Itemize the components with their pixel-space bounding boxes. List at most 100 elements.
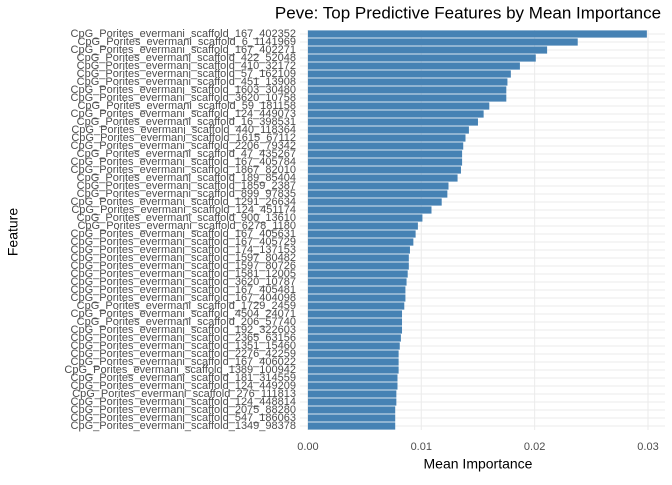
y-tick-label: CpG_Porites_evermani_scaffold_276_111813 <box>72 388 296 400</box>
y-tick-label: CpG_Porites_evermani_scaffold_167_405631 <box>71 228 296 240</box>
bar <box>307 166 461 174</box>
bar <box>307 222 418 230</box>
y-tick-label: CpG_Porites_evermani_scaffold_124_448814 <box>71 396 296 408</box>
y-tick-label: CpG_Porites_evermani_scaffold_1349_98378 <box>71 420 296 432</box>
bar <box>307 294 406 302</box>
y-tick-label: CpG_Porites_evermani_scaffold_547_186063 <box>71 412 296 424</box>
y-tick-label: CpG_Porites_evermani_scaffold_1615_67112 <box>71 132 296 144</box>
bar <box>307 230 416 238</box>
y-tick-label: CpG_Porites_evermani_scaffold_189_85404 <box>77 172 296 184</box>
x-tick-label: 0.03 <box>637 441 658 453</box>
bar <box>307 310 403 318</box>
y-tick-label: CpG_Porites_evermani_scaffold_1867_82010 <box>71 164 296 176</box>
bar <box>307 390 397 398</box>
bar <box>307 158 463 166</box>
bar <box>307 286 406 294</box>
bar <box>307 366 399 374</box>
bar <box>307 38 578 46</box>
y-tick-label: CpG_Porites_evermani_scaffold_47_435267 <box>77 148 296 160</box>
y-tick-label: CpG_Porites_evermani_scaffold_206_57740 <box>77 316 296 328</box>
y-tick-label: CpG_Porites_evermani_scaffold_1597_80482 <box>71 252 296 264</box>
bar <box>307 190 448 198</box>
y-tick-label: CpG_Porites_evermani_scaffold_16_398531 <box>77 116 296 128</box>
y-tick-label: CpG_Porites_evermani_scaffold_124_449073 <box>71 108 296 120</box>
bar <box>307 214 423 222</box>
bar <box>307 350 399 358</box>
y-tick-label: CpG_Porites_evermani_scaffold_167_405729 <box>71 236 296 248</box>
y-tick-label: CpG_Porites_evermani_scaffold_1859_2387 <box>77 180 296 192</box>
bar <box>307 134 466 142</box>
bar <box>307 254 409 262</box>
y-tick-label: CpG_Porites_evermani_scaffold_167_405784 <box>71 156 296 168</box>
bar <box>307 142 464 150</box>
bar <box>307 422 396 430</box>
bar <box>307 46 548 54</box>
y-tick-label: CpG_Porites_evermani_scaffold_2075_88280 <box>71 404 296 416</box>
bar <box>307 206 432 214</box>
bar <box>307 70 511 78</box>
y-tick-label: CpG_Porites_evermani_scaffold_167_405481 <box>71 284 296 296</box>
bar <box>307 302 405 310</box>
y-tick-label: CpG_Porites_evermani_scaffold_167_402352 <box>71 28 296 40</box>
x-tick-label: 0.02 <box>524 441 545 453</box>
bar <box>307 62 520 70</box>
y-tick-label: CpG_Porites_evermani_scaffold_1729_2459 <box>77 300 296 312</box>
y-tick-label: CpG_Porites_evermani_scaffold_422_52048 <box>77 52 296 64</box>
y-tick-label: CpG_Porites_evermani_scaffold_3620_10787 <box>71 276 296 288</box>
y-tick-label: CpG_Porites_evermani_scaffold_1603_30480 <box>71 84 296 96</box>
bar <box>307 30 647 38</box>
bar <box>307 334 401 342</box>
y-tick-label: CpG_Porites_evermani_scaffold_181_314559 <box>71 372 296 384</box>
y-tick-label: CpG_Porites_evermani_scaffold_440_118364 <box>71 124 296 136</box>
y-tick-label: CpG_Porites_evermani_scaffold_167_404098 <box>71 292 296 304</box>
bar <box>307 262 409 270</box>
bar <box>307 278 407 286</box>
y-tick-label: CpG_Porites_evermani_scaffold_124_449209 <box>71 380 296 392</box>
x-tick-label: 0.00 <box>297 441 318 453</box>
y-tick-label: CpG_Porites_evermani_scaffold_3620_10758 <box>71 92 296 104</box>
bar <box>307 238 414 246</box>
y-tick-label: CpG_Porites_evermani_scaffold_410_32172 <box>77 60 296 72</box>
y-tick-label: CpG_Porites_evermani_scaffold_1351_15460 <box>71 340 296 352</box>
y-tick-label: CpG_Porites_evermani_scaffold_1389_10094… <box>64 364 296 376</box>
bar <box>307 342 400 350</box>
y-tick-label: CpG_Porites_evermani_scaffold_1291_26634 <box>71 196 296 208</box>
y-tick-label: CpG_Porites_evermani_scaffold_900_13610 <box>77 212 296 224</box>
bar <box>307 126 469 134</box>
bar <box>307 174 458 182</box>
y-tick-label: CpG_Porites_evermani_scaffold_1597_80726 <box>71 260 296 272</box>
y-tick-label: CpG_Porites_evermani_scaffold_124_451174 <box>71 204 296 216</box>
x-axis-title: Mean Importance <box>424 456 533 472</box>
bar <box>307 182 449 190</box>
x-tick-label: 0.01 <box>411 441 432 453</box>
y-axis-title: Feature <box>5 208 21 256</box>
y-tick-label: CpG_Porites_evermani_scaffold_6278_1180 <box>77 220 296 232</box>
bar <box>307 398 397 406</box>
bar <box>307 150 463 158</box>
y-tick-label: CpG_Porites_evermani_scaffold_57_162109 <box>77 68 296 80</box>
bar <box>307 54 536 62</box>
y-tick-label: CpG_Porites_evermani_scaffold_59_181158 <box>77 100 296 112</box>
y-tick-label: CpG_Porites_evermani_scaffold_192_322603 <box>71 324 296 336</box>
bar <box>307 94 507 102</box>
bar <box>307 382 398 390</box>
bar <box>307 78 508 86</box>
bar <box>307 406 396 414</box>
chart-title: Peve: Top Predictive Features by Mean Im… <box>275 3 661 22</box>
bar <box>307 118 478 126</box>
y-tick-label: CpG_Porites_evermani_scaffold_451_13908 <box>77 76 296 88</box>
y-tick-label: CpG_Porites_evermani_scaffold_2276_42259 <box>71 348 296 360</box>
y-tick-label: CpG_Porites_evermani_scaffold_174_137153 <box>71 244 296 256</box>
bar <box>307 246 410 254</box>
bar <box>307 318 403 326</box>
y-tick-label: CpG_Porites_evermani_scaffold_167_402271 <box>71 44 296 56</box>
y-tick-label: CpG_Porites_evermani_scaffold_4504_24071 <box>71 308 296 320</box>
bar <box>307 326 403 334</box>
bar <box>307 414 396 422</box>
bar <box>307 374 398 382</box>
y-tick-label: CpG_Porites_evermani_scaffold_2206_79342 <box>71 140 296 152</box>
bar <box>307 102 490 110</box>
bar <box>307 86 507 94</box>
y-tick-label: CpG_Porites_evermani_scaffold_899_97835 <box>77 188 296 200</box>
